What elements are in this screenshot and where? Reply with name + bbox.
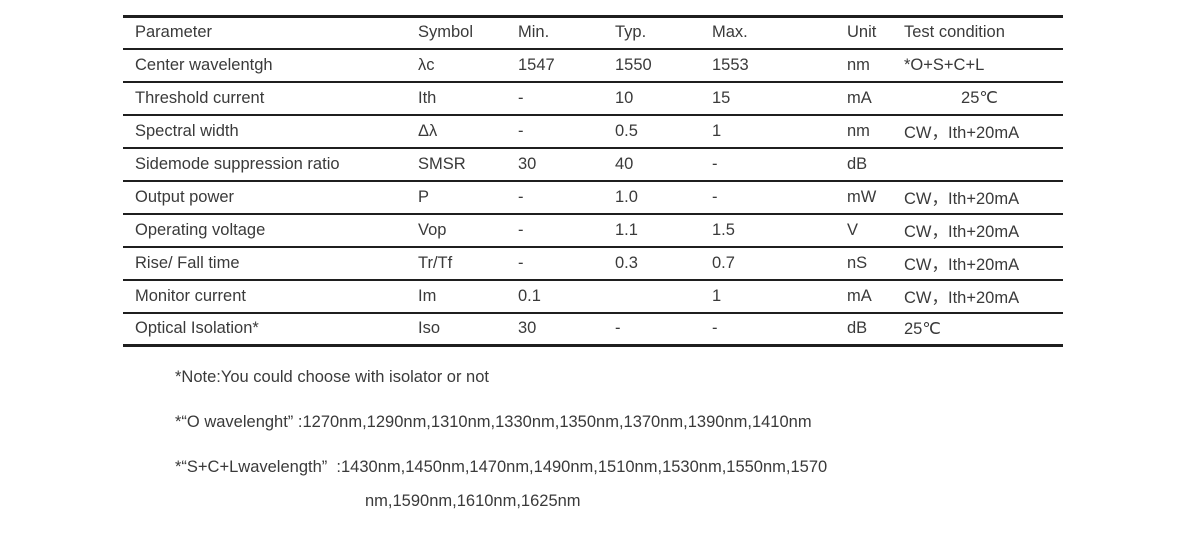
cell-symbol: λc bbox=[418, 55, 435, 74]
cell-symbol: Tr/Tf bbox=[418, 253, 453, 272]
cell-min: 1547 bbox=[518, 55, 555, 74]
cell-parameter: Output power bbox=[135, 187, 235, 206]
cell-symbol: Im bbox=[418, 286, 437, 305]
cell-unit: nm bbox=[847, 121, 870, 140]
cell-max: 0.7 bbox=[712, 253, 735, 272]
cell-typ bbox=[607, 280, 704, 313]
cell-typ: 0.5 bbox=[615, 121, 638, 140]
table-row: Operating voltage Vop - 1.1 1.5 V CW，Ith+20mA bbox=[123, 214, 1063, 247]
cell-typ: 1550 bbox=[615, 55, 652, 74]
note-scl-wavelengths-line2: nm,1590nm,1610nm,1625nm bbox=[365, 492, 581, 510]
cell-typ: 0.3 bbox=[615, 253, 638, 272]
cell-min: 30 bbox=[518, 154, 537, 173]
spec-table: Parameter Symbol Min. Typ. Max. Unit Tes… bbox=[123, 15, 1063, 347]
cell-symbol: Ith bbox=[418, 88, 437, 107]
cell-test-condition bbox=[896, 148, 1063, 181]
cell-test-condition: CW，Ith+20mA bbox=[904, 289, 1020, 307]
cell-symbol: Iso bbox=[418, 319, 441, 338]
cell-parameter: Operating voltage bbox=[135, 220, 266, 239]
cell-max: - bbox=[712, 319, 718, 338]
cell-test-condition: 25℃ bbox=[904, 319, 941, 338]
cell-test-condition: *O+S+C+L bbox=[904, 55, 985, 74]
cell-min: - bbox=[518, 220, 524, 239]
cell-symbol: SMSR bbox=[418, 154, 466, 173]
cell-parameter: Monitor current bbox=[135, 286, 246, 305]
cell-unit: dB bbox=[847, 319, 868, 338]
cell-unit: mW bbox=[847, 187, 877, 206]
table-row: Optical Isolation* Iso 30 - - dB 25℃ bbox=[123, 313, 1063, 346]
cell-min: - bbox=[518, 253, 524, 272]
cell-min: 0.1 bbox=[518, 286, 541, 305]
cell-max: 15 bbox=[712, 88, 731, 107]
cell-max: 1 bbox=[712, 286, 722, 305]
table-row: Threshold current Ith - 10 15 mA 25℃ bbox=[123, 82, 1063, 115]
cell-typ: 1.1 bbox=[615, 220, 638, 239]
cell-max: 1.5 bbox=[712, 220, 735, 239]
header-row: Parameter Symbol Min. Typ. Max. Unit Tes… bbox=[123, 16, 1063, 49]
col-header-symbol: Symbol bbox=[418, 23, 474, 42]
cell-parameter: Center wavelentgh bbox=[135, 55, 273, 74]
cell-symbol: P bbox=[418, 187, 430, 206]
cell-min: - bbox=[518, 187, 524, 206]
cell-typ: 10 bbox=[615, 88, 634, 107]
table-row: Monitor current Im 0.1 1 mA CW，Ith+20mA bbox=[123, 280, 1063, 313]
cell-unit: mA bbox=[847, 88, 872, 107]
cell-symbol: Δλ bbox=[418, 121, 438, 140]
col-header-min: Min. bbox=[518, 23, 550, 42]
cell-max: 1553 bbox=[712, 55, 749, 74]
cell-test-condition: CW，Ith+20mA bbox=[904, 124, 1020, 142]
cell-min: 30 bbox=[518, 319, 537, 338]
note-o-wavelengths: *“O wavelenght” :1270nm,1290nm,1310nm,13… bbox=[175, 413, 812, 431]
spec-table-body: Center wavelentgh λc 1547 1550 1553 nm *O+S+C+… bbox=[123, 49, 1063, 346]
cell-unit: V bbox=[847, 220, 859, 239]
col-header-max: Max. bbox=[712, 23, 748, 42]
cell-test-condition: CW，Ith+20mA bbox=[904, 190, 1020, 208]
cell-test-condition: CW，Ith+20mA bbox=[904, 223, 1020, 241]
cell-max: - bbox=[712, 154, 718, 173]
cell-typ: 40 bbox=[615, 154, 634, 173]
cell-parameter: Threshold current bbox=[135, 88, 265, 107]
table-row: Output power P - 1.0 - mW CW，Ith+20mA bbox=[123, 181, 1063, 214]
cell-unit: nm bbox=[847, 55, 870, 74]
col-header-unit: Unit bbox=[847, 23, 877, 42]
col-header-typ: Typ. bbox=[615, 23, 647, 42]
cell-typ: - bbox=[615, 319, 621, 338]
cell-typ: 1.0 bbox=[615, 187, 638, 206]
table-row: Sidemode suppression ratio SMSR 30 40 - dB bbox=[123, 148, 1063, 181]
cell-parameter: Rise/ Fall time bbox=[135, 253, 240, 272]
cell-max: 1 bbox=[712, 121, 722, 140]
cell-unit: mA bbox=[847, 286, 872, 305]
cell-unit: nS bbox=[847, 253, 868, 272]
cell-min: - bbox=[518, 121, 524, 140]
col-header-parameter: Parameter bbox=[135, 23, 213, 42]
cell-test-condition: CW，Ith+20mA bbox=[904, 256, 1020, 274]
cell-parameter: Sidemode suppression ratio bbox=[135, 154, 340, 173]
table-row: Center wavelentgh λc 1547 1550 1553 nm *O+S+C+… bbox=[123, 49, 1063, 82]
table-row: Spectral width Δλ - 0.5 1 nm CW，Ith+20mA bbox=[123, 115, 1063, 148]
table-row: Rise/ Fall time Tr/Tf - 0.3 0.7 nS CW，Ith+20mA bbox=[123, 247, 1063, 280]
note-scl-wavelengths-line1: *“S+C+Lwavelength” :1430nm,1450nm,1470nm… bbox=[175, 458, 828, 476]
cell-test-condition: 25℃ bbox=[961, 89, 998, 107]
col-header-test-condition: Test condition bbox=[904, 23, 1005, 42]
cell-unit: dB bbox=[847, 154, 868, 173]
cell-max: - bbox=[712, 187, 718, 206]
cell-min: - bbox=[518, 88, 524, 107]
cell-parameter: Spectral width bbox=[135, 121, 239, 140]
cell-parameter: Optical Isolation* bbox=[135, 319, 259, 338]
cell-symbol: Vop bbox=[418, 220, 447, 239]
note-isolator: *Note:You could choose with isolator or … bbox=[175, 368, 489, 386]
